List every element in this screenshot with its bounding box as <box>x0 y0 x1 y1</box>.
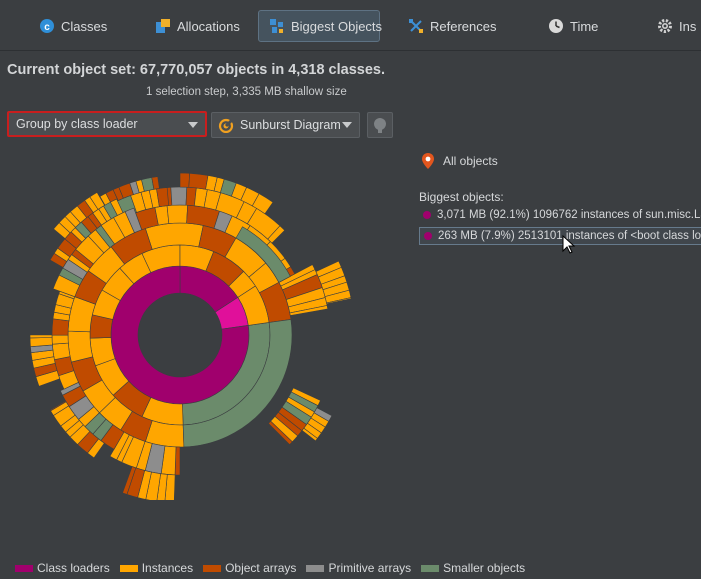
all-objects-label: All objects <box>443 154 498 168</box>
svg-text:c: c <box>44 22 50 33</box>
tab-biggest-objects[interactable]: Biggest Objects <box>258 10 383 42</box>
sunburst-segment[interactable] <box>267 420 293 446</box>
legend-item-object-arrays: Object arrays <box>203 561 296 575</box>
tab-allocations[interactable]: Allocations <box>144 10 251 42</box>
sunburst-segment[interactable] <box>49 400 67 412</box>
group-by-dropdown[interactable]: Group by class loader <box>7 111 207 137</box>
tab-classes[interactable]: c Classes <box>28 10 118 42</box>
legend-item-instances: Instances <box>119 561 194 575</box>
sunburst-segment[interactable] <box>156 187 169 207</box>
biggest-object-text: 3,071 MB (92.1%) 1096762 instances of su… <box>437 209 701 221</box>
tab-time[interactable]: Time <box>537 10 609 42</box>
sunburst-smaller-objects-segment[interactable] <box>182 319 293 448</box>
clock-icon <box>548 18 564 34</box>
legend-swatch <box>15 564 33 572</box>
legend-label: Object arrays <box>225 561 297 575</box>
tab-references[interactable]: References <box>397 10 507 42</box>
legend-item-class-loaders: Class loaders <box>15 561 110 575</box>
selection-summary: 1 selection step, 3,335 MB shallow size <box>146 86 347 98</box>
sunburst-segment[interactable] <box>251 193 274 215</box>
sunburst-segment[interactable] <box>289 305 329 316</box>
allocations-icon <box>155 18 171 34</box>
biggest-object-row[interactable]: 3,071 MB (92.1%) 1096762 instances of su… <box>419 206 701 224</box>
tab-label: Classes <box>61 18 108 34</box>
legend: Class loaders Instances Object arrays Pr… <box>15 560 535 576</box>
sunburst-segment[interactable] <box>96 191 106 206</box>
tab-label: Ins <box>679 18 697 34</box>
sunburst-segment[interactable] <box>326 297 352 305</box>
mouse-cursor-icon <box>562 235 576 254</box>
settings-icon <box>374 118 386 133</box>
biggest-objects-label: Biggest objects: <box>419 190 504 204</box>
references-icon <box>408 18 424 34</box>
sunburst-icon <box>218 117 234 134</box>
legend-item-smaller-objects: Smaller objects <box>421 561 525 575</box>
sunburst-segment[interactable] <box>51 334 69 345</box>
sunburst-segment[interactable] <box>29 334 53 339</box>
legend-item-primitive-arrays: Primitive arrays <box>306 561 411 575</box>
sunburst-segment[interactable] <box>170 186 188 206</box>
view-tab-bar: c Classes Allocations Biggest Objects Re… <box>0 0 701 51</box>
sunburst-segment[interactable] <box>29 337 53 347</box>
gear-icon <box>657 18 673 34</box>
biggest-object-row[interactable]: 263 MB (7.9%) 2513101 instances of <boot… <box>419 227 701 245</box>
sunburst-segment[interactable] <box>67 330 94 363</box>
classes-icon: c <box>39 18 55 34</box>
tab-label: Time <box>570 18 599 34</box>
sunburst-segment[interactable] <box>122 466 137 495</box>
current-object-set-heading: Current object set: 67,770,057 objects i… <box>7 62 385 78</box>
biggest-object-text: 263 MB (7.9%) 2513101 instances of <boot… <box>438 230 701 242</box>
sunburst-segment[interactable] <box>301 427 318 442</box>
sunburst-segment[interactable] <box>51 318 70 336</box>
sunburst-smaller-objects-segment[interactable] <box>235 226 291 283</box>
legend-label: Primitive arrays <box>328 561 412 575</box>
legend-swatch <box>119 564 138 572</box>
tab-label: Allocations <box>177 18 240 34</box>
class-loader-dot-icon <box>423 211 431 219</box>
diagram-type-value: Sunburst Diagram <box>240 118 341 132</box>
sunburst-segment[interactable] <box>188 172 209 190</box>
chevron-down-icon <box>342 122 352 128</box>
diagram-type-dropdown[interactable]: Sunburst Diagram <box>211 112 360 138</box>
chevron-down-icon <box>188 122 198 128</box>
sunburst-segment[interactable] <box>151 176 160 190</box>
legend-label: Class loaders <box>37 561 110 575</box>
all-objects-link[interactable]: All objects <box>421 152 498 170</box>
tab-label: References <box>430 18 497 34</box>
sunburst-segment[interactable] <box>267 225 286 244</box>
legend-swatch <box>421 564 440 572</box>
tab-label: Biggest Objects <box>291 18 383 34</box>
sunburst-diagram[interactable] <box>20 150 380 500</box>
tab-inspections[interactable]: Ins <box>646 10 697 42</box>
sunburst-segment[interactable] <box>166 204 188 224</box>
legend-swatch <box>306 564 325 572</box>
group-by-value: Group by class loader <box>16 117 138 131</box>
sunburst-segment[interactable] <box>124 207 143 234</box>
class-loader-dot-icon <box>424 232 432 240</box>
diagram-settings-button[interactable] <box>367 112 393 138</box>
sunburst-segment[interactable] <box>179 172 190 188</box>
sunburst-segment[interactable] <box>110 198 124 216</box>
legend-label: Smaller objects <box>443 561 526 575</box>
sunburst-segment[interactable] <box>52 342 71 361</box>
biggest-objects-icon <box>269 18 285 34</box>
legend-swatch <box>203 564 222 572</box>
legend-label: Instances <box>141 561 194 575</box>
location-pin-icon <box>422 153 434 169</box>
